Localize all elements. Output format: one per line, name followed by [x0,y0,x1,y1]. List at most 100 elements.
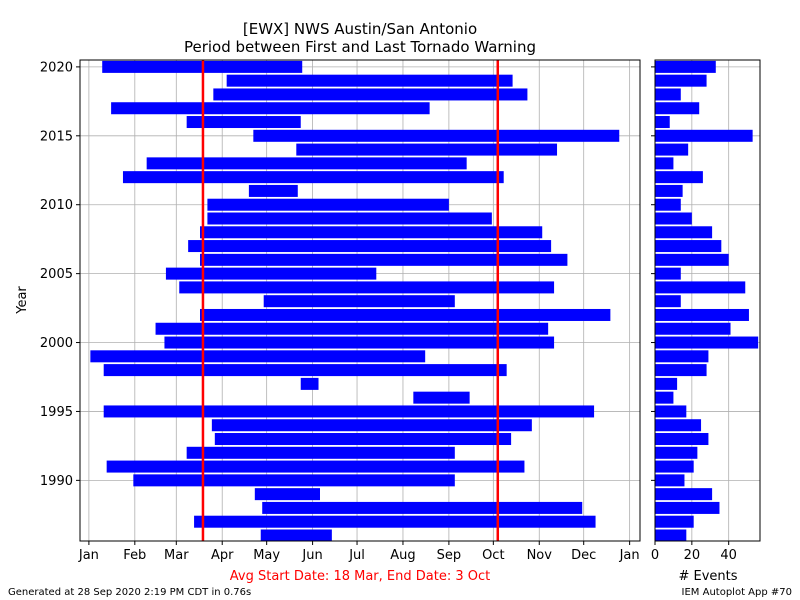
range-bar-2014 [296,143,558,156]
events-bar-1993 [655,433,709,446]
events-bar-1992 [655,446,698,459]
events-bar-1987 [655,515,694,528]
side-plot-frame [654,59,761,542]
events-bar-2011 [655,184,683,197]
range-bar-2012 [122,171,504,184]
events-bar-1997 [655,377,678,390]
events-bar-2004 [655,281,746,294]
x-tick-label: Nov [527,548,553,563]
events-bar-2019 [655,74,707,87]
events-bar-2002 [655,308,749,321]
range-bar-1991 [106,460,525,473]
events-bar-2013 [655,157,674,170]
range-bar-2010 [207,198,449,211]
events-bar-2020 [655,60,716,73]
events-bar-2000 [655,336,759,349]
range-bar-1989 [254,488,320,501]
range-bar-2018 [213,88,528,101]
events-bar-1989 [655,488,713,501]
chart-title: [EWX] NWS Austin/San Antonio [243,20,477,38]
x-tick-label: Jan [78,548,99,563]
range-bar-1990 [133,474,455,487]
events-bar-2010 [655,198,681,211]
events-bar-1990 [655,474,685,487]
events-bar-2005 [655,267,681,280]
x-tick-label: Jun [301,548,322,563]
range-bar-2016 [186,116,301,129]
x-tick-label: May [253,548,280,563]
events-bar-1994 [655,419,702,432]
events-bar-1991 [655,460,694,473]
events-bar-2012 [655,171,703,184]
range-bar-2019 [226,74,513,87]
events-bar-2015 [655,129,753,142]
x-tick-label: Dec [571,548,596,563]
chart-subtitle: Period between First and Last Tornado Wa… [184,38,536,56]
x-tick-label: Jul [348,548,365,563]
range-bar-2003 [263,295,455,308]
app-footer: IEM Autoplot App #70 [682,587,792,598]
range-bar-1993 [214,433,512,446]
main-plot-frame [79,59,641,542]
events-bar-1986 [655,529,687,542]
range-bar-2007 [188,240,552,253]
range-bar-1986 [260,529,332,542]
x-tick-label: Sep [437,548,462,563]
range-bar-1996 [413,391,470,404]
range-bar-2009 [207,212,492,225]
side-x-tick-label: 0 [651,548,659,563]
x-tick-label: Apr [211,548,234,563]
side-x-tick-label: 20 [684,548,701,563]
y-tick-label: 2015 [40,129,73,144]
events-bar-2014 [655,143,689,156]
range-bar-2001 [155,322,549,335]
y-tick-label: 2005 [40,267,73,282]
avg-dates-label: Avg Start Date: 18 Mar, End Date: 3 Oct [230,569,490,584]
x-tick-label: Feb [123,548,146,563]
y-tick-label: 2020 [40,60,73,75]
range-bar-2011 [248,184,298,197]
y-tick-label: 2000 [40,336,73,351]
events-bar-2016 [655,116,670,129]
events-bar-2009 [655,212,692,225]
range-bar-2000 [164,336,555,349]
main-y-ticks: 1990 1995 2000 2005 2010 2015 2020 [40,60,80,489]
avg-lines [201,60,500,541]
range-bar-2008 [200,226,543,239]
events-bar-2006 [655,253,729,266]
range-bar-2015 [253,129,620,142]
side-y-ticks [651,66,655,481]
x-tick-label: Jan [619,548,640,563]
range-bar-2002 [200,308,611,321]
events-bar-2018 [655,88,681,101]
y-axis-label: Year [15,286,30,315]
events-axis-label: # Events [678,569,737,584]
range-bar-1994 [211,419,532,432]
range-bar-1997 [300,377,319,390]
range-bar-1999 [90,350,426,363]
range-bar-1998 [103,364,507,377]
main-bars [90,60,620,542]
events-bar-1988 [655,501,720,514]
range-bar-2013 [146,157,467,170]
x-tick-label: Aug [390,548,415,563]
events-bar-1996 [655,391,674,404]
y-tick-label: 1995 [40,405,73,420]
generated-footer: Generated at 28 Sep 2020 2:19 PM CDT in … [8,587,251,598]
side-x-tick-label: 40 [720,548,737,563]
range-bar-1988 [262,501,583,514]
range-bar-2005 [165,267,377,280]
events-bar-2003 [655,295,681,308]
range-bar-1992 [186,446,455,459]
events-bar-2017 [655,102,700,115]
events-bar-2008 [655,226,713,239]
events-bar-1999 [655,350,709,363]
y-tick-label: 1990 [40,474,73,489]
events-bar-1995 [655,405,687,418]
range-bar-2017 [111,102,430,115]
events-bar-2007 [655,240,722,253]
x-tick-label: Oct [482,548,504,563]
range-bar-1995 [103,405,595,418]
main-x-ticks: Jan Feb Mar Apr May Jun Jul Aug Sep Oct Nov Dec Jan [78,541,640,563]
x-tick-label: Mar [164,548,189,563]
